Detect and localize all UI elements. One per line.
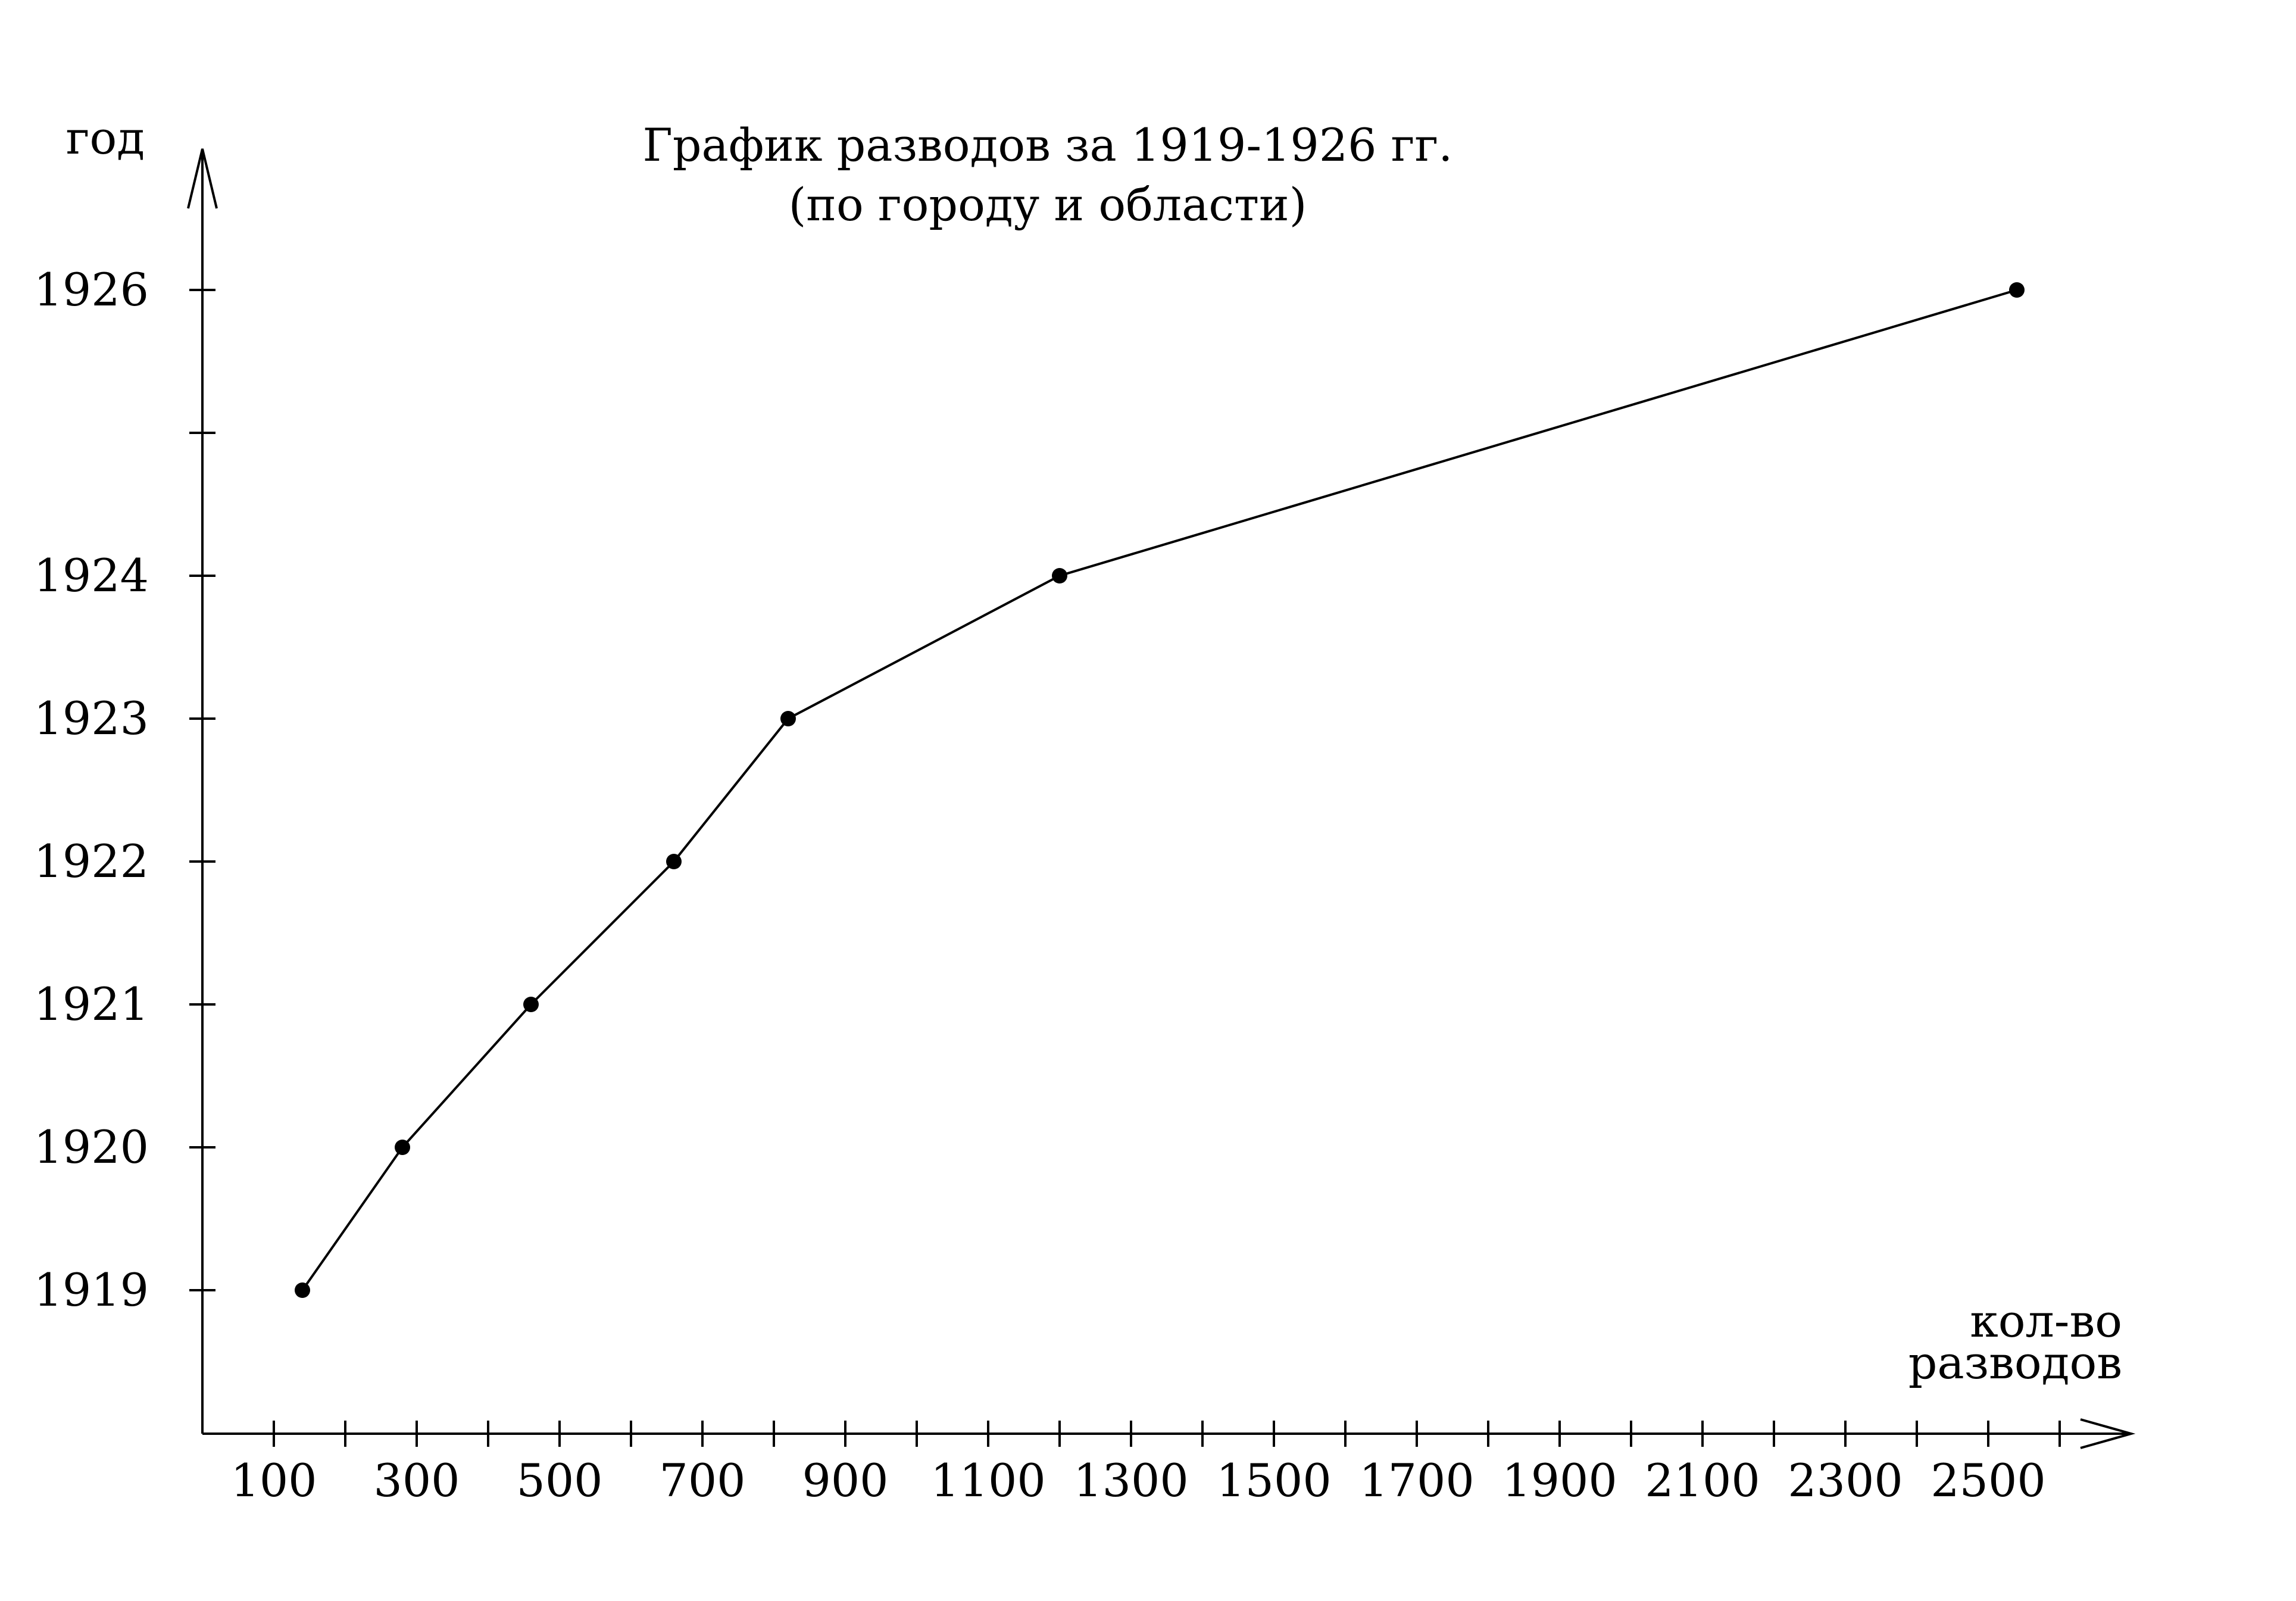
y-axis-ticks: 1919 1920 1921 1922 1923 1924 1926	[34, 263, 215, 1316]
y-tick-label: 1920	[34, 1121, 149, 1174]
x-tick-label: 2500	[1930, 1454, 2045, 1507]
x-tick-label: 700	[659, 1454, 745, 1507]
x-tick-label: 1500	[1216, 1454, 1331, 1507]
data-point	[523, 997, 539, 1012]
x-tick-label: 100	[230, 1454, 317, 1507]
x-tick-label: 300	[373, 1454, 460, 1507]
data-point	[666, 854, 682, 869]
y-tick-label: 1926	[34, 263, 149, 316]
y-axis-label: год	[66, 111, 145, 164]
x-axis-label-line1: кол-во	[1970, 1294, 2122, 1347]
x-axis-ticks: 100 300 500 700 900 1100 1300 1500 1700 1900 2100 2…	[230, 1421, 2061, 1507]
y-axis-arrow	[187, 148, 218, 209]
data-point	[395, 1140, 410, 1155]
series	[295, 282, 2025, 1298]
x-tick-label: 1300	[1073, 1454, 1188, 1507]
series-line	[301, 289, 2017, 1291]
y-tick-label: 1924	[34, 549, 149, 602]
y-tick-label: 1922	[34, 835, 149, 888]
data-point	[780, 711, 796, 726]
axes	[187, 148, 2136, 1449]
chart-title: График разводов за 1919-1926 гг.	[643, 118, 1453, 171]
x-tick-label: 2300	[1788, 1454, 1903, 1507]
x-tick-label: 1900	[1502, 1454, 1617, 1507]
x-tick-label: 1700	[1359, 1454, 1474, 1507]
y-tick-label: 1923	[34, 692, 149, 745]
y-tick-label: 1919	[34, 1263, 149, 1316]
x-tick-label: 500	[516, 1454, 602, 1507]
chart-subtitle: (по городу и области)	[789, 178, 1307, 231]
x-tick-label: 900	[802, 1454, 888, 1507]
data-point	[2009, 282, 2025, 298]
data-point	[295, 1282, 310, 1298]
y-tick-label: 1921	[34, 978, 149, 1031]
x-tick-label: 2100	[1645, 1454, 1760, 1507]
x-tick-label: 1100	[930, 1454, 1045, 1507]
x-axis-label-line2: разводов	[1908, 1336, 2122, 1389]
x-axis-arrow	[2080, 1418, 2136, 1449]
data-point	[1052, 568, 1067, 583]
